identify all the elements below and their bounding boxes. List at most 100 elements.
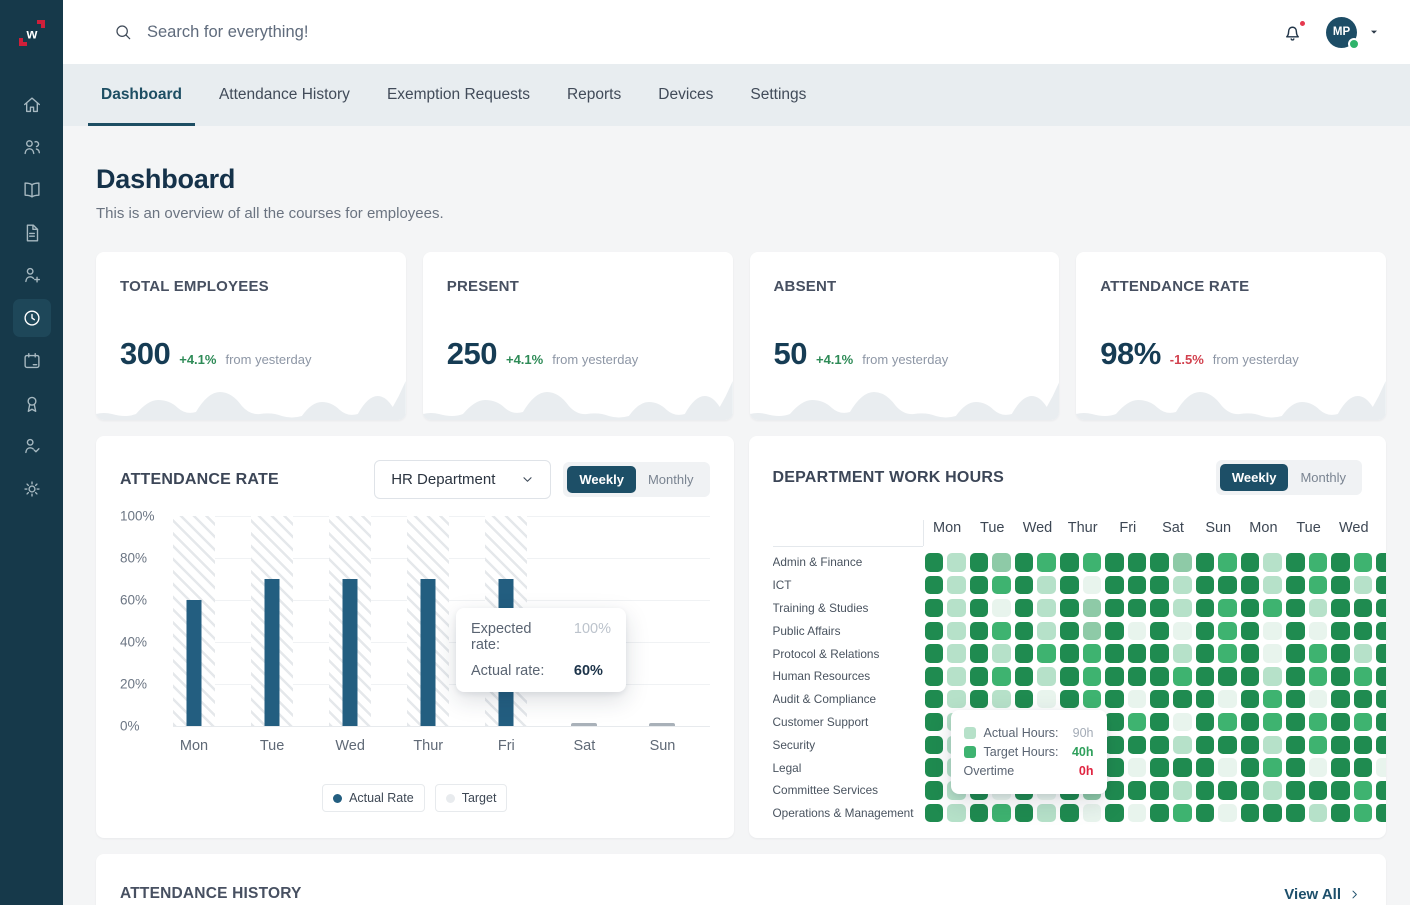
- hm-cell[interactable]: [1218, 598, 1237, 618]
- hm-cell[interactable]: [1308, 712, 1328, 732]
- hm-cell[interactable]: [1173, 644, 1192, 663]
- hm-cell[interactable]: [1082, 553, 1102, 572]
- hm-cell[interactable]: [1263, 712, 1282, 732]
- hm-cell[interactable]: [1353, 689, 1373, 709]
- user-menu[interactable]: MP: [1326, 16, 1382, 50]
- hm-cell[interactable]: [1353, 553, 1373, 572]
- hm-cell[interactable]: [1308, 575, 1328, 595]
- hm-cell[interactable]: [1150, 667, 1169, 686]
- hm-cell[interactable]: [1240, 553, 1260, 572]
- hm-cell[interactable]: [1014, 803, 1034, 823]
- hm-cell[interactable]: [992, 621, 1011, 641]
- hm-cell[interactable]: [1353, 575, 1373, 595]
- hm-cell[interactable]: [1127, 803, 1147, 823]
- hm-cell[interactable]: [1127, 575, 1147, 595]
- hm-cell[interactable]: [1353, 781, 1373, 800]
- hm-cell[interactable]: [1376, 758, 1386, 777]
- hm-cell[interactable]: [1308, 621, 1328, 641]
- hm-cell[interactable]: [1127, 553, 1147, 572]
- hm-cell[interactable]: [1195, 803, 1215, 823]
- sidebar-item-file[interactable]: [13, 214, 51, 252]
- hm-cell[interactable]: [1150, 621, 1169, 641]
- department-select[interactable]: HR Department: [374, 460, 552, 499]
- hm-cell[interactable]: [1127, 735, 1147, 755]
- hm-cell[interactable]: [1308, 667, 1328, 686]
- hm-cell[interactable]: [1376, 553, 1386, 572]
- hm-cell[interactable]: [1331, 553, 1350, 572]
- hm-cell[interactable]: [1060, 644, 1079, 663]
- hm-cell[interactable]: [1286, 575, 1305, 595]
- hm-cell[interactable]: [969, 621, 989, 641]
- hm-cell[interactable]: [969, 575, 989, 595]
- sidebar-item-gear[interactable]: [13, 470, 51, 508]
- brand-logo[interactable]: w: [13, 14, 51, 57]
- hm-cell[interactable]: [1376, 712, 1386, 732]
- hm-cell[interactable]: [1353, 667, 1373, 686]
- hm-cell[interactable]: [1263, 598, 1282, 618]
- hm-cell[interactable]: [1331, 689, 1350, 709]
- hm-cell[interactable]: [1218, 667, 1237, 686]
- hm-cell[interactable]: [1150, 758, 1169, 777]
- hm-cell[interactable]: [1286, 781, 1305, 800]
- hm-cell[interactable]: [1060, 575, 1079, 595]
- hm-cell[interactable]: [1014, 644, 1034, 663]
- hm-cell[interactable]: [1082, 598, 1102, 618]
- hm-cell[interactable]: [1353, 735, 1373, 755]
- tab-devices[interactable]: Devices: [658, 86, 714, 103]
- hm-cell[interactable]: [969, 803, 989, 823]
- toggle-weekly[interactable]: Weekly: [1219, 464, 1289, 491]
- hm-cell[interactable]: [1331, 735, 1350, 755]
- hm-cell[interactable]: [1286, 644, 1305, 663]
- hm-cell[interactable]: [947, 598, 966, 618]
- hm-cell[interactable]: [1150, 689, 1169, 709]
- hm-cell[interactable]: [1173, 575, 1192, 595]
- hm-cell[interactable]: [1037, 644, 1056, 663]
- hm-cell[interactable]: [1376, 689, 1386, 709]
- hm-cell[interactable]: [1014, 689, 1034, 709]
- hm-cell[interactable]: [1060, 667, 1079, 686]
- hm-cell[interactable]: [1150, 735, 1169, 755]
- sidebar-item-book[interactable]: [13, 171, 51, 209]
- hm-cell[interactable]: [1353, 712, 1373, 732]
- hm-cell[interactable]: [1376, 803, 1386, 823]
- hm-cell[interactable]: [1331, 758, 1350, 777]
- hm-cell[interactable]: [1037, 598, 1056, 618]
- chevron-down-icon[interactable]: [1366, 24, 1382, 40]
- hm-cell[interactable]: [1376, 644, 1386, 663]
- hm-cell[interactable]: [1240, 644, 1260, 663]
- hm-cell[interactable]: [1014, 667, 1034, 686]
- hm-cell[interactable]: [924, 575, 943, 595]
- hm-cell[interactable]: [924, 781, 943, 800]
- hm-cell[interactable]: [1082, 667, 1102, 686]
- hm-cell[interactable]: [1286, 621, 1305, 641]
- hm-cell[interactable]: [1127, 621, 1147, 641]
- hm-cell[interactable]: [1195, 667, 1215, 686]
- hm-cell[interactable]: [1173, 553, 1192, 572]
- hm-cell[interactable]: [1263, 803, 1282, 823]
- hm-cell[interactable]: [1105, 781, 1124, 800]
- hm-cell[interactable]: [1173, 689, 1192, 709]
- hm-cell[interactable]: [947, 689, 966, 709]
- hm-cell[interactable]: [1195, 644, 1215, 663]
- hm-cell[interactable]: [1060, 553, 1079, 572]
- hm-cell[interactable]: [1353, 803, 1373, 823]
- hm-cell[interactable]: [1082, 689, 1102, 709]
- hm-cell[interactable]: [924, 644, 943, 663]
- hm-cell[interactable]: [1150, 575, 1169, 595]
- tab-settings[interactable]: Settings: [750, 86, 807, 103]
- hm-cell[interactable]: [1014, 598, 1034, 618]
- hm-cell[interactable]: [1195, 553, 1215, 572]
- hm-cell[interactable]: [1331, 712, 1350, 732]
- tab-attendance-history[interactable]: Attendance History: [218, 86, 350, 103]
- hm-cell[interactable]: [1218, 735, 1237, 755]
- sidebar-item-user-check[interactable]: [13, 427, 51, 465]
- hm-cell[interactable]: [1286, 758, 1305, 777]
- hm-cell[interactable]: [1060, 621, 1079, 641]
- hm-cell[interactable]: [1105, 621, 1124, 641]
- hm-cell[interactable]: [1082, 621, 1102, 641]
- hm-cell[interactable]: [1105, 644, 1124, 663]
- hm-cell[interactable]: [1353, 758, 1373, 777]
- hm-cell[interactable]: [1263, 621, 1282, 641]
- hm-cell[interactable]: [1105, 598, 1124, 618]
- hm-cell[interactable]: [1218, 781, 1237, 800]
